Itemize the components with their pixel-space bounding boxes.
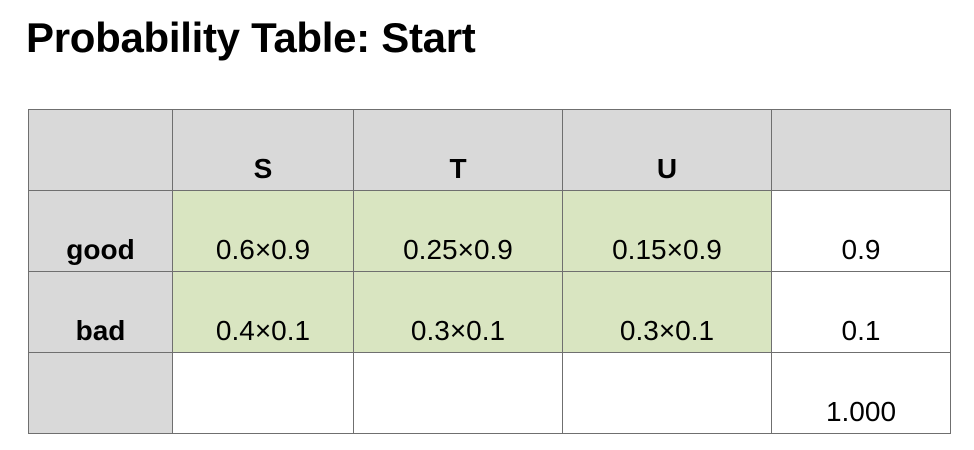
column-header-u: U: [562, 109, 772, 191]
table-cell: 0.3×0.1: [353, 271, 563, 353]
corner-cell: [28, 109, 173, 191]
column-header-t: T: [353, 109, 563, 191]
table-cell: 0.25×0.9: [353, 190, 563, 272]
table-cell: [172, 352, 354, 434]
grand-total: 1.000: [771, 352, 951, 434]
table-cell: 0.3×0.1: [562, 271, 772, 353]
row-total-good: 0.9: [771, 190, 951, 272]
table-cell: [353, 352, 563, 434]
table-row-good: good 0.6×0.9 0.25×0.9 0.15×0.9 0.9: [28, 190, 951, 272]
column-header-s: S: [172, 109, 354, 191]
row-label-bad: bad: [28, 271, 173, 353]
table-cell: [562, 352, 772, 434]
table-cell: 0.4×0.1: [172, 271, 354, 353]
row-label-good: good: [28, 190, 173, 272]
table-row-total: 1.000: [28, 352, 951, 434]
table-header-row: S T U: [28, 109, 951, 191]
row-label-total: [28, 352, 173, 434]
column-header-total: [771, 109, 951, 191]
probability-table: S T U good 0.6×0.9 0.25×0.9 0.15×0.9 0.9…: [28, 109, 951, 434]
row-total-bad: 0.1: [771, 271, 951, 353]
page-title: Probability Table: Start: [26, 14, 476, 61]
table-cell: 0.6×0.9: [172, 190, 354, 272]
table-cell: 0.15×0.9: [562, 190, 772, 272]
table-row-bad: bad 0.4×0.1 0.3×0.1 0.3×0.1 0.1: [28, 271, 951, 353]
